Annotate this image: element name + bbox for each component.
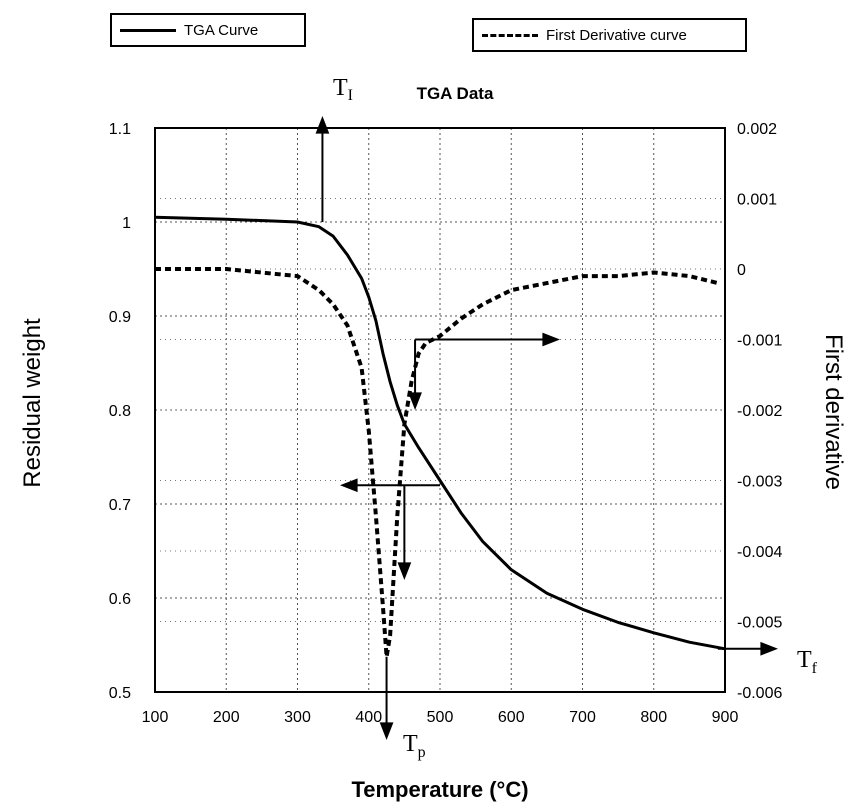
y-left-tick-label: 0.8 [109, 403, 131, 420]
arrow-weight-head [340, 478, 358, 493]
annotation-arrows [315, 116, 778, 740]
y-left-tick-label: 1.1 [109, 121, 131, 138]
arrow-t-p-head [379, 722, 394, 740]
grid [155, 128, 725, 692]
y-right-tick-label: -0.003 [737, 474, 782, 491]
y-right-tick-label: -0.005 [737, 615, 782, 632]
x-tick-label: 800 [640, 709, 667, 726]
annotation-t-i: TI [333, 75, 353, 104]
plot-frame [154, 127, 726, 693]
y-right-tick-label: 0 [737, 262, 746, 279]
series-first-derivative [155, 267, 719, 659]
x-tick-label: 500 [427, 709, 454, 726]
legend-dashed-swatch [482, 33, 538, 37]
axis-ticks: 100 200 300 400 500 600 700 800 900 0.5 0.6 0.7 0.8 0… [109, 121, 783, 726]
x-tick-label: 100 [142, 709, 169, 726]
annotation-t-f: Tf [797, 647, 818, 677]
series-layer [154, 215, 726, 659]
y-right-tick-label: 0.002 [737, 121, 777, 138]
legend-derivative: First Derivative curve [472, 18, 747, 52]
y-left-tick-label: 1 [122, 215, 131, 232]
x-tick-label: 900 [712, 709, 739, 726]
y-right-tick-label: -0.006 [737, 685, 782, 702]
arrow-t-f-head [760, 641, 778, 656]
x-tick-label: 700 [569, 709, 596, 726]
legend-tga-label: TGA Curve [184, 21, 259, 39]
arrow-weight-down-head [397, 562, 412, 580]
x-tick-label: 300 [284, 709, 311, 726]
x-tick-label: 600 [498, 709, 525, 726]
x-axis-title: Temperature (°C) [351, 777, 528, 802]
y-right-tick-label: 0.001 [737, 192, 777, 209]
arrow-derivative-down-head [408, 392, 422, 410]
y-right-tick-label: -0.001 [737, 333, 782, 350]
y-left-axis-title: Residual weight [19, 318, 46, 488]
x-tick-label: 400 [355, 709, 382, 726]
legend-solid-swatch [120, 28, 176, 32]
y-left-tick-label: 0.7 [109, 497, 131, 514]
y-right-tick-label: -0.002 [737, 403, 782, 420]
y-left-tick-label: 0.9 [109, 309, 131, 326]
y-right-axis-title: First derivative [820, 334, 847, 490]
chart-title: TGA Data [417, 84, 494, 103]
y-left-tick-label: 0.5 [109, 685, 131, 702]
legend-derivative-label: First Derivative curve [546, 26, 687, 44]
annotation-t-p: Tp [403, 731, 426, 761]
y-right-tick-label: -0.004 [737, 544, 782, 561]
arrow-t-i-head [315, 116, 330, 134]
legend-tga: TGA Curve [110, 13, 306, 47]
x-tick-label: 200 [213, 709, 240, 726]
series-tga-curve [154, 215, 726, 651]
arrow-derivative-head [542, 332, 560, 347]
y-left-tick-label: 0.6 [109, 591, 131, 608]
